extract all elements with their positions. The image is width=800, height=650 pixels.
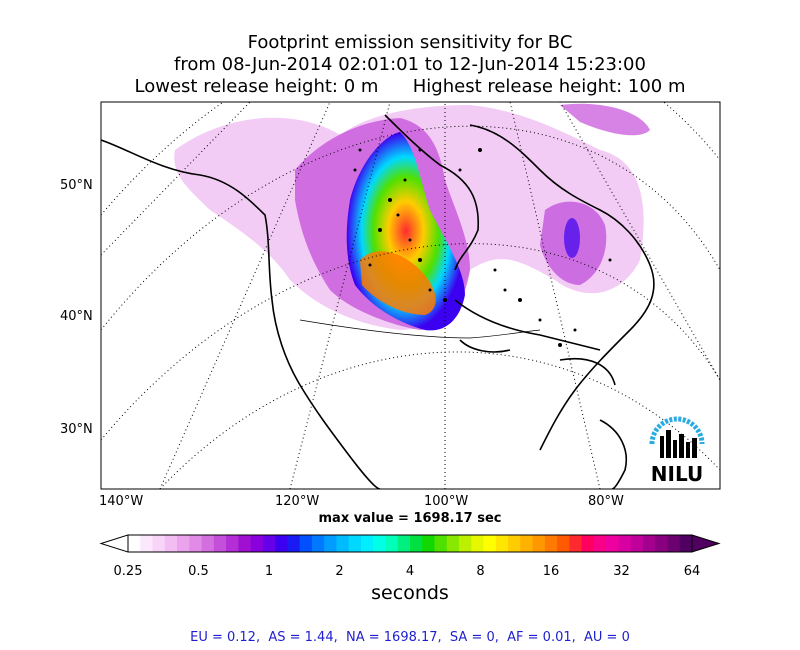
colorbar-tick-label: 0.25 [113,564,143,579]
coastlines [101,114,655,489]
colorbar-tick-label: 16 [542,564,560,579]
colorbar-swatch [569,535,583,552]
colorbar-swatch [250,535,264,552]
colorbar-swatch [275,535,288,552]
colorbar-swatch [287,535,301,552]
lon-label-120w: 120°W [275,494,320,509]
colorbar-swatch [177,535,190,552]
colorbar-swatch [471,535,484,552]
lon-label-140w: 140°W [99,494,144,509]
lat-label-40: 40°N [60,309,93,324]
us-canada-border [299,319,541,339]
plot-title: Footprint emission sensitivity for BC [247,32,573,53]
map-area: NILU [101,102,720,489]
colorbar-label: seconds [371,582,449,604]
colorbar-swatch [606,535,619,552]
nilu-logo-text: NILU [651,462,703,486]
lakes [353,148,612,347]
colorbar-extend-low [99,534,129,553]
sensitivity-field-peak [360,251,436,315]
colorbar-swatch [213,535,227,552]
colorbar-swatch [360,535,374,552]
colorbar-swatch [226,535,239,552]
colorbar-swatch [397,535,411,552]
colorbar-swatch [544,535,558,552]
colorbar-swatch [385,535,399,552]
colorbar-swatch [532,535,546,552]
colorbar-swatch [299,535,313,552]
sensitivity-field-ne [560,103,650,136]
colorbar-tick-label: 8 [476,564,485,579]
colorbar-swatch [630,535,644,552]
max-value: max value = 1698.17 sec [318,511,502,526]
colorbar-swatch [520,535,534,552]
lat-label-30: 30°N [60,422,93,437]
colorbar-extend-high [691,534,721,553]
map-frame [100,101,721,490]
colorbar-swatch [618,535,632,552]
lon-label-80w: 80°W [588,494,624,509]
colorbar-outline [127,534,693,553]
colorbar-tick-label: 4 [405,564,415,579]
colorbar-tick-label: 2 [335,564,344,579]
lat-label-50: 50°N [60,178,93,193]
colorbar-swatch [593,535,607,552]
colorbar-swatch [336,535,350,552]
colorbar [99,534,721,553]
colorbar-swatch [483,535,497,552]
colorbar-swatch [164,535,178,552]
colorbar-swatch [495,535,509,552]
colorbar-swatch [348,535,362,552]
plot-release-heights: Lowest release height: 0 m Highest relea… [134,76,686,97]
colorbar-tick-label: 1 [264,564,274,579]
nilu-logo: NILU [649,416,705,486]
colorbar-swatch [508,535,521,552]
colorbar-swatch [152,535,166,552]
graticule [101,102,720,489]
colorbar-swatch [373,535,386,552]
colorbar-tick-label: 64 [683,564,701,579]
colorbar-swatch [434,535,448,552]
colorbar-tick-label: 32 [613,564,630,579]
colorbar-swatch [201,535,215,552]
colorbar-tick-label: 0.5 [188,564,209,579]
colorbar-swatch [459,535,472,552]
plot-time-range: from 08-Jun-2014 02:01:01 to 12-Jun-2014… [174,54,646,75]
colorbar-swatch [128,535,141,552]
colorbar-swatch [140,535,153,552]
colorbar-swatch [311,535,325,552]
colorbar-swatch [679,535,693,552]
colorbar-swatch [410,535,423,552]
colorbar-swatch [324,535,337,552]
colorbar-swatch [238,535,252,552]
colorbar-swatch [642,535,656,552]
colorbar-swatch [557,535,570,552]
colorbar-swatch [422,535,435,552]
colorbar-swatch [667,535,681,552]
colorbar-swatch [446,535,460,552]
colorbar-swatch [655,535,668,552]
colorbar-swatch [262,535,276,552]
colorbar-swatch [581,535,595,552]
lon-label-100w: 100°W [424,494,469,509]
colorbar-swatch [189,535,202,552]
region-summary: EU = 0.12, AS = 1.44, NA = 1698.17, SA =… [190,630,630,645]
